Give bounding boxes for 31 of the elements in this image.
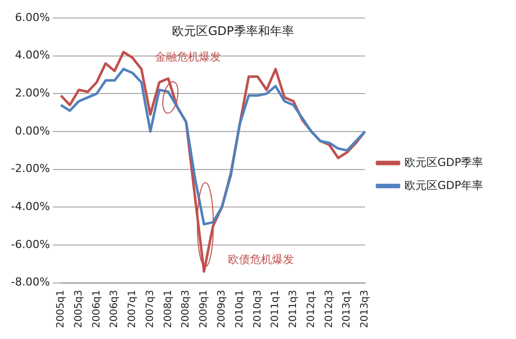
legend-label: 欧元区GDP年率 <box>404 178 484 192</box>
y-tick-label: -8.00% <box>10 276 50 289</box>
x-tick-label: 2006q3 <box>109 290 120 328</box>
x-tick-label: 2011q1 <box>270 290 282 328</box>
x-tick-label: 2006q1 <box>91 290 102 328</box>
x-tick-label: 2010q1 <box>234 290 246 328</box>
x-tick-label: 2011q3 <box>288 290 300 328</box>
x-tick-label: 2007q3 <box>144 290 156 328</box>
x-tick-label: 2005q3 <box>73 290 84 328</box>
x-tick-label: 2007q1 <box>127 290 138 328</box>
x-tick-label: 2013q1 <box>342 290 353 328</box>
x-tick-label: 2008q1 <box>162 290 174 328</box>
text: 欧元区GDP季率和年率 <box>172 24 294 38</box>
x-tick-label: 2012q3 <box>324 290 335 328</box>
y-tick-label: 0.00% <box>14 124 50 138</box>
y-tick-label: 6.00% <box>14 10 50 24</box>
x-tick-label: 2013q3 <box>360 290 371 328</box>
annotation: 金融危机爆发 <box>155 50 222 64</box>
x-tick-label: 2010q3 <box>252 290 264 328</box>
legend-label: 欧元区GDP季率 <box>404 156 484 169</box>
y-tick-label: 2.00% <box>14 86 50 100</box>
y-tick-label: -4.00% <box>10 200 50 214</box>
y-tick-label: -2.00% <box>10 162 50 176</box>
x-tick-label: 2012q1 <box>306 290 317 328</box>
x-tick-label: 2009q1 <box>198 290 210 328</box>
x-tick-label: 2009q3 <box>216 290 228 328</box>
x-tick-label: 2008q3 <box>180 290 192 328</box>
y-tick-label: -6.00% <box>10 238 50 251</box>
x-tick-label: 2005q1 <box>56 290 67 328</box>
annotation: 欧债危机爆发 <box>228 253 294 266</box>
y-tick-label: 4.00% <box>14 48 50 62</box>
